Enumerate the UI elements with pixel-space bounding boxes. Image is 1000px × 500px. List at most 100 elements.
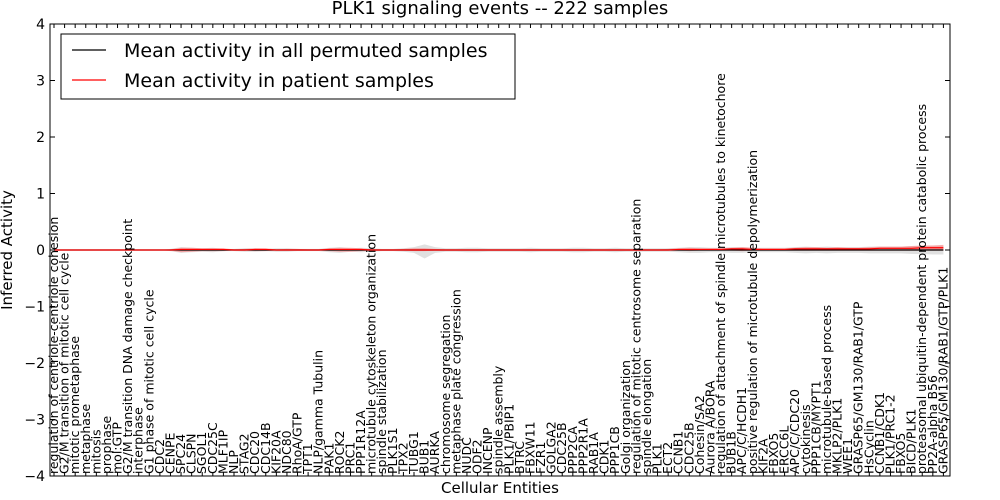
x-category-label: CDC2 [152, 439, 167, 474]
x-category-label: KIF2A [755, 438, 770, 474]
x-category-label: INCENP [480, 427, 495, 474]
x-category-label: PP2A-alpha B56 [925, 375, 940, 474]
x-category-label: regulation of mitotic centrosome separat… [628, 199, 643, 474]
y-tick-label-3: −1 [24, 300, 45, 316]
series-line-1 [54, 247, 944, 251]
x-category-label: GRASP65/GM130/RAB1/GTP [851, 301, 866, 474]
x-category-label: CCNB1/CDK1 [872, 392, 887, 474]
y-tick-label-0: −4 [24, 469, 45, 485]
x-category-label: NUDC [459, 437, 474, 474]
x-category-label: Aurora A/BORA [702, 380, 717, 474]
x-category-label: PPP2CA [565, 426, 580, 474]
x-category-label: TUBG1 [406, 431, 421, 475]
x-axis-ticks [53, 24, 944, 476]
x-category-label: SGOL1 [194, 432, 209, 474]
legend-label-permuted: Mean activity in all permuted samples [124, 40, 487, 62]
x-category-label: TPT1 [300, 443, 315, 475]
band-0 [54, 244, 944, 259]
x-category-label: STAG2 [237, 433, 252, 474]
x-category-label: spindle elongation [639, 359, 654, 474]
x-category-label: PLK1 [650, 443, 665, 474]
x-category-label: GRASP65/GM130/RAB1/GTP/PLK1 [935, 267, 950, 474]
x-category-label: BUB1 [417, 440, 432, 474]
x-category-label: FBXW11 [522, 421, 537, 474]
x-category-label: APC/C/CDC20 [787, 389, 802, 474]
x-category-label: ECT2 [660, 442, 675, 474]
x-category-label: FZR1 [533, 442, 548, 474]
x-category-label: CCNB1 [671, 431, 686, 474]
x-category-label: PRC1 [342, 442, 357, 474]
x-category-label: CDC25C [205, 422, 220, 474]
x-category-label: MLF1IP [215, 429, 230, 474]
x-category-label: mitotic prometaphase [67, 336, 82, 474]
x-category-label: regulation of attachment of spindle micr… [713, 73, 728, 474]
x-category-label: FBXO5 [766, 433, 781, 474]
x-category-label: RAB1A [586, 432, 601, 474]
x-category-label: WEE1 [840, 438, 855, 474]
spread-bands [54, 244, 944, 259]
x-category-label: BTRC [512, 441, 527, 474]
category-labels: regulation of centriole-centriole cohesi… [46, 73, 950, 475]
x-category-label: CDC14B [258, 422, 273, 474]
y-tick-label-2: −2 [24, 356, 45, 372]
x-category-label: spindle stabilization [374, 349, 389, 474]
x-category-label: CDC25B [681, 422, 696, 474]
y-axis-ticks: −4 −3 −2 −1 0 1 2 3 4 [24, 17, 950, 485]
x-category-label: PPP1CB [607, 426, 622, 474]
x-category-label: CDC25B [554, 422, 569, 474]
x-category-label: CDC20 [247, 431, 262, 474]
x-category-label: MKLP2/PLK1 [830, 398, 845, 474]
y-tick-label-5: 1 [36, 187, 45, 203]
x-category-label: NDC80 [279, 430, 294, 474]
x-category-label: metaphase plate congression [448, 289, 463, 474]
x-category-label: chromosome segregation [438, 315, 453, 474]
y-tick-label-1: −3 [24, 413, 45, 429]
x-category-label: mol:GTP [110, 422, 125, 474]
x-category-label: PLK1S1 [385, 427, 400, 474]
x-category-label: BUB1B [724, 431, 739, 474]
x-category-label: SPC24 [173, 434, 188, 474]
x-axis-label: Cellular Entities [441, 479, 559, 497]
x-category-label: interphase [131, 407, 146, 474]
x-category-label: BICD/PLK1 [904, 409, 919, 474]
x-category-label: ODF2 [470, 439, 485, 474]
x-category-label: positive regulation of microtubule depol… [745, 150, 760, 474]
chart-title: PLK1 signaling events -- 222 samples [332, 0, 669, 19]
x-category-label: spindle assembly [491, 365, 506, 474]
x-category-label: PAK1 [321, 443, 336, 474]
x-category-label: proteasomal ubiquitin-dependent protein … [914, 104, 929, 474]
x-category-label: CENPE [162, 432, 177, 474]
legend-label-patient: Mean activity in patient samples [124, 70, 434, 92]
x-category-label: PLK1/PRC1-2 [882, 394, 897, 474]
legend-frame [60, 33, 516, 100]
x-category-label: CDK1 [597, 439, 612, 474]
x-category-label: PPP2R1A [575, 418, 590, 474]
x-category-label: HsCyclin [861, 420, 876, 474]
x-category-label: CLSPN [184, 433, 199, 474]
x-category-label: NLP [226, 450, 241, 474]
x-category-label: mitosis [88, 429, 103, 474]
x-category-label: PPP1R12A [353, 410, 368, 474]
x-category-label: prophase [99, 416, 114, 474]
x-category-label: G2/M transition of mitotic cell cycle [57, 252, 72, 474]
x-category-label: PPP1CB/MYPT1 [808, 380, 823, 474]
y-tick-label-7: 3 [36, 74, 45, 90]
x-category-label: GOLGA2 [544, 421, 559, 474]
x-category-label: PLK1/PBIP1 [501, 404, 516, 474]
x-category-label: KIF20A [268, 430, 283, 474]
x-category-label: microtubule-based process [819, 305, 834, 474]
x-category-label: AURKA [427, 431, 442, 474]
x-category-label: TPX2 [395, 442, 410, 475]
x-category-label: RhoA/GTP [290, 412, 305, 474]
x-category-label: ROCK2 [332, 431, 347, 474]
x-category-label: NLP/gamma Tubulin [311, 350, 326, 474]
y-tick-label-6: 2 [36, 130, 45, 146]
x-category-label: metaphase [78, 404, 93, 474]
x-category-label: G2/M transition DNA damage checkpoint [120, 219, 135, 474]
y-tick-label-4: 0 [36, 243, 45, 259]
x-category-label: Cohesin/SA2 [692, 395, 707, 474]
x-category-label: ERCC6L [777, 426, 792, 474]
x-category-label: Golgi organization [618, 360, 633, 474]
x-category-label: FBXO5 [893, 433, 908, 474]
